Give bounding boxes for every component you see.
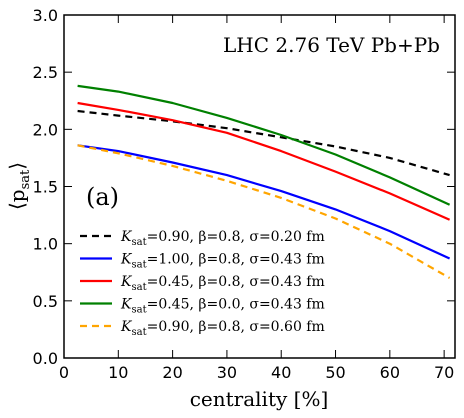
plot-frame [63,14,456,359]
y-tick-label: 2.0 [33,120,58,139]
x-tick-label: 10 [108,363,128,382]
x-tick-label: 50 [325,363,345,382]
series-line [77,101,451,221]
chart-annotation: LHC 2.76 TeV Pb+Pb [223,33,440,57]
panel-label: (a) [86,183,119,211]
series-line [77,84,451,206]
x-tick-label: 0 [59,363,69,382]
y-tick-label: 0.5 [33,292,58,311]
legend: Ksat=0.90, β=0.8, σ=0.20 fm Ksat=1.00, β=… [80,229,325,338]
legend-entry: Ksat=0.90, β=0.8, σ=0.20 fm [120,229,325,248]
x-axis-label: centrality [%] [190,387,329,411]
x-tick-label: 70 [434,363,454,382]
x-tick-label: 60 [380,363,400,382]
legend-entry: Ksat=1.00, β=0.8, σ=0.43 fm [120,252,325,271]
legend-entry: Ksat=0.45, β=0.0, σ=0.43 fm [120,297,325,316]
series-line [77,109,450,177]
y-tick-label: 0.0 [33,349,58,368]
ticks-layer: 0 10 20 30 40 50 60 70 0.0 0.5 1.0 1.5 2.0 2.5 3.0 [33,6,455,382]
y-tick-label: 1.0 [33,235,58,254]
x-tick-label: 40 [271,363,291,382]
x-tick-label: 30 [217,363,237,382]
y-tick-label: 2.5 [33,63,58,82]
x-tick-label: 20 [162,363,182,382]
series-layer [77,84,451,279]
series-line [77,144,451,279]
series-line [77,144,451,260]
legend-entry: Ksat=0.45, β=0.8, σ=0.43 fm [120,274,325,293]
legend-entry: Ksat=0.90, β=0.8, σ=0.60 fm [120,319,325,338]
y-tick-label: 3.0 [33,6,58,25]
y-tick-label: 1.5 [33,178,58,197]
